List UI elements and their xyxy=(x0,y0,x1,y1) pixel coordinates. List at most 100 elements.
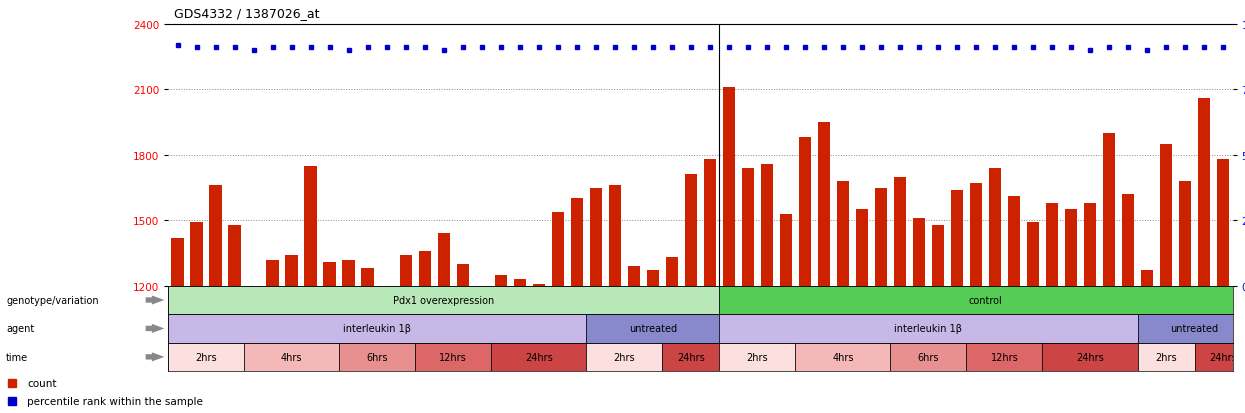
Bar xyxy=(890,343,966,371)
Bar xyxy=(742,169,754,286)
Bar xyxy=(552,212,564,286)
Bar xyxy=(720,286,1245,314)
Text: 12hrs: 12hrs xyxy=(991,352,1018,362)
Text: 24hrs: 24hrs xyxy=(1209,352,1238,362)
Bar xyxy=(1138,343,1194,371)
Bar xyxy=(799,138,810,286)
Bar xyxy=(1103,134,1116,286)
Bar xyxy=(931,225,944,286)
Bar xyxy=(1179,182,1191,286)
Bar xyxy=(1160,145,1173,286)
Text: 4hrs: 4hrs xyxy=(832,352,854,362)
Bar xyxy=(970,184,982,286)
Bar xyxy=(494,275,507,286)
Bar xyxy=(418,251,431,286)
Bar xyxy=(662,343,720,371)
Bar xyxy=(1216,160,1229,286)
Text: untreated: untreated xyxy=(1170,324,1219,334)
Text: genotype/variation: genotype/variation xyxy=(6,295,98,305)
Bar xyxy=(415,343,492,371)
Bar xyxy=(703,160,716,286)
Text: Pdx1 overexpression: Pdx1 overexpression xyxy=(393,295,494,305)
Text: 24hrs: 24hrs xyxy=(525,352,553,362)
Bar xyxy=(266,260,279,286)
Text: 2hrs: 2hrs xyxy=(195,352,217,362)
Bar xyxy=(361,269,373,286)
Text: GDS4332 / 1387026_at: GDS4332 / 1387026_at xyxy=(174,7,320,20)
Bar xyxy=(168,286,720,314)
Text: 24hrs: 24hrs xyxy=(677,352,705,362)
Bar xyxy=(989,169,1001,286)
Bar xyxy=(339,343,415,371)
Bar xyxy=(457,264,469,286)
Bar xyxy=(685,175,697,286)
Bar xyxy=(1194,343,1245,371)
Bar xyxy=(586,314,720,343)
Bar xyxy=(209,186,222,286)
Bar xyxy=(1122,195,1134,286)
Bar xyxy=(894,177,906,286)
Bar xyxy=(1084,203,1096,286)
Bar xyxy=(342,260,355,286)
Text: interleukin 1β: interleukin 1β xyxy=(894,324,962,334)
Bar xyxy=(570,199,583,286)
Bar xyxy=(646,271,659,286)
Bar xyxy=(400,256,412,286)
Text: 4hrs: 4hrs xyxy=(281,352,303,362)
Text: percentile rank within the sample: percentile rank within the sample xyxy=(27,396,203,406)
Bar xyxy=(168,314,586,343)
Bar xyxy=(609,186,621,286)
Bar xyxy=(722,88,735,286)
Bar xyxy=(966,343,1042,371)
Bar xyxy=(1042,343,1138,371)
Bar xyxy=(796,343,890,371)
Bar xyxy=(837,182,849,286)
Bar xyxy=(720,343,796,371)
Text: 6hrs: 6hrs xyxy=(366,352,388,362)
Bar xyxy=(761,164,773,286)
Bar xyxy=(875,188,888,286)
Bar xyxy=(590,188,601,286)
Bar xyxy=(1007,197,1020,286)
Bar xyxy=(172,238,184,286)
Bar xyxy=(190,223,203,286)
Bar xyxy=(476,286,488,288)
Bar xyxy=(285,256,298,286)
Text: 2hrs: 2hrs xyxy=(614,352,635,362)
Bar xyxy=(168,343,244,371)
Bar xyxy=(1198,99,1210,286)
Text: interleukin 1β: interleukin 1β xyxy=(344,324,411,334)
Bar xyxy=(305,166,316,286)
Bar xyxy=(779,214,792,286)
Text: 2hrs: 2hrs xyxy=(1155,352,1177,362)
Bar xyxy=(1027,223,1040,286)
Bar xyxy=(1140,271,1153,286)
Text: count: count xyxy=(27,378,57,388)
Bar xyxy=(855,210,868,286)
Bar xyxy=(1046,203,1058,286)
Bar xyxy=(720,314,1138,343)
Bar xyxy=(586,343,662,371)
Text: 24hrs: 24hrs xyxy=(1076,352,1104,362)
Bar xyxy=(324,262,336,286)
Bar xyxy=(627,266,640,286)
Bar xyxy=(818,123,830,286)
Bar xyxy=(951,190,964,286)
Text: time: time xyxy=(6,352,29,362)
Bar xyxy=(513,280,525,286)
Text: agent: agent xyxy=(6,324,35,334)
Bar xyxy=(244,343,339,371)
Bar xyxy=(1064,210,1077,286)
Bar xyxy=(492,343,586,371)
Bar xyxy=(666,258,679,286)
Text: control: control xyxy=(969,295,1002,305)
Bar xyxy=(913,218,925,286)
Text: 6hrs: 6hrs xyxy=(918,352,939,362)
Bar xyxy=(533,284,545,286)
Text: 12hrs: 12hrs xyxy=(439,352,467,362)
Text: 2hrs: 2hrs xyxy=(747,352,768,362)
Text: untreated: untreated xyxy=(629,324,677,334)
Bar xyxy=(437,234,449,286)
Bar xyxy=(1138,314,1245,343)
Bar xyxy=(228,225,240,286)
